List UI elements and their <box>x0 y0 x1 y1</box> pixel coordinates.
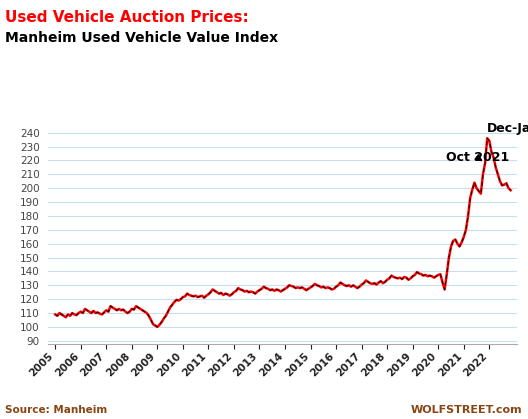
Text: Oct 2021: Oct 2021 <box>446 151 509 164</box>
Text: WOLFSTREET.com: WOLFSTREET.com <box>411 405 523 415</box>
Text: Manheim Used Vehicle Value Index: Manheim Used Vehicle Value Index <box>5 31 278 45</box>
Text: Dec-Jan: Dec-Jan <box>487 122 528 135</box>
Text: Source: Manheim: Source: Manheim <box>5 405 108 415</box>
Text: Used Vehicle Auction Prices:: Used Vehicle Auction Prices: <box>5 10 249 26</box>
